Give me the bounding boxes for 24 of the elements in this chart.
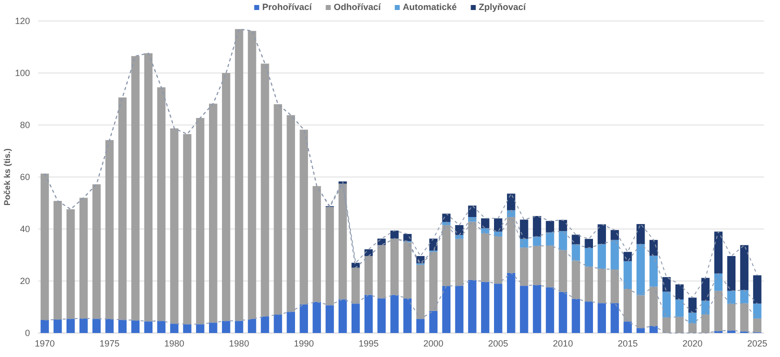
x-tick-label: 2010 bbox=[552, 338, 573, 348]
y-axis-title: Poček ks (tis.) bbox=[2, 148, 12, 206]
x-tick-label: 1995 bbox=[358, 338, 379, 348]
y-tick-label: 60 bbox=[20, 172, 30, 182]
x-tick-label: 2005 bbox=[488, 338, 508, 348]
y-tick-label: 0 bbox=[24, 328, 30, 338]
x-tick-label: 1990 bbox=[294, 338, 314, 348]
y-tick-label: 80 bbox=[20, 120, 30, 130]
legend-label: Automatické bbox=[402, 2, 457, 12]
legend-label: Prohořívací bbox=[262, 2, 312, 12]
x-tick-label: 2000 bbox=[423, 338, 444, 348]
x-tick-label: 2015 bbox=[618, 338, 638, 348]
x-tick-label: 1980 bbox=[164, 338, 184, 348]
x-tick-label: 2025 bbox=[747, 338, 768, 348]
y-tick-label: 40 bbox=[20, 224, 30, 234]
y-tick-label: 120 bbox=[14, 16, 30, 26]
legend-label: Zplyňovací bbox=[478, 2, 526, 12]
x-tick-label: 1970 bbox=[34, 338, 55, 348]
x-tick-label: 2020 bbox=[682, 338, 703, 348]
legend-label: Odhořívací bbox=[334, 2, 382, 12]
y-tick-label: 20 bbox=[20, 276, 30, 286]
x-tick-label: 1980 bbox=[229, 338, 250, 348]
y-tick-label: 100 bbox=[14, 68, 30, 78]
x-tick-label: 1975 bbox=[99, 338, 120, 348]
